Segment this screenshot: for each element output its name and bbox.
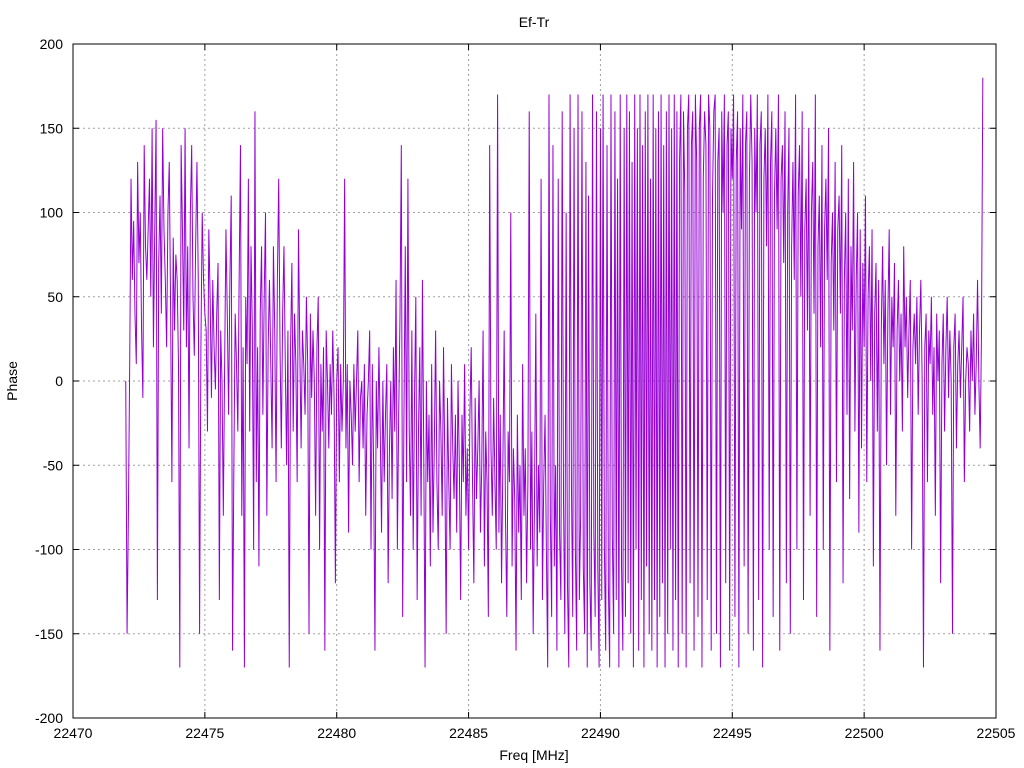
y-tick-label: 0 [55, 373, 63, 389]
y-tick-label: 200 [40, 36, 64, 52]
y-tick-label: 150 [40, 120, 64, 136]
x-tick-label: 22480 [317, 725, 356, 741]
x-tick-label: 22470 [54, 725, 93, 741]
x-tick-label: 22500 [845, 725, 884, 741]
x-tick-label: 22475 [185, 725, 224, 741]
y-tick-label: -150 [35, 626, 63, 642]
y-tick-label: -50 [43, 457, 63, 473]
tick-labels: 22470 22475 22480 22485 22490 22495 22500 22505… [35, 36, 1016, 741]
x-tick-label: 22495 [713, 725, 752, 741]
y-tick-label: 50 [47, 289, 63, 305]
y-axis-label: Phase [4, 361, 20, 401]
y-tick-label: -100 [35, 542, 63, 558]
x-tick-label: 22505 [977, 725, 1016, 741]
plot-area [125, 77, 984, 668]
x-tick-label: 22490 [581, 725, 620, 741]
y-tick-label: -200 [35, 710, 63, 726]
phase-series-line [125, 77, 984, 668]
y-tick-label: 100 [40, 205, 64, 221]
x-axis-label: Freq [MHz] [499, 747, 568, 763]
plot-frame [72, 43, 997, 719]
x-tick-label: 22485 [449, 725, 488, 741]
chart-title: Ef-Tr [519, 14, 550, 30]
